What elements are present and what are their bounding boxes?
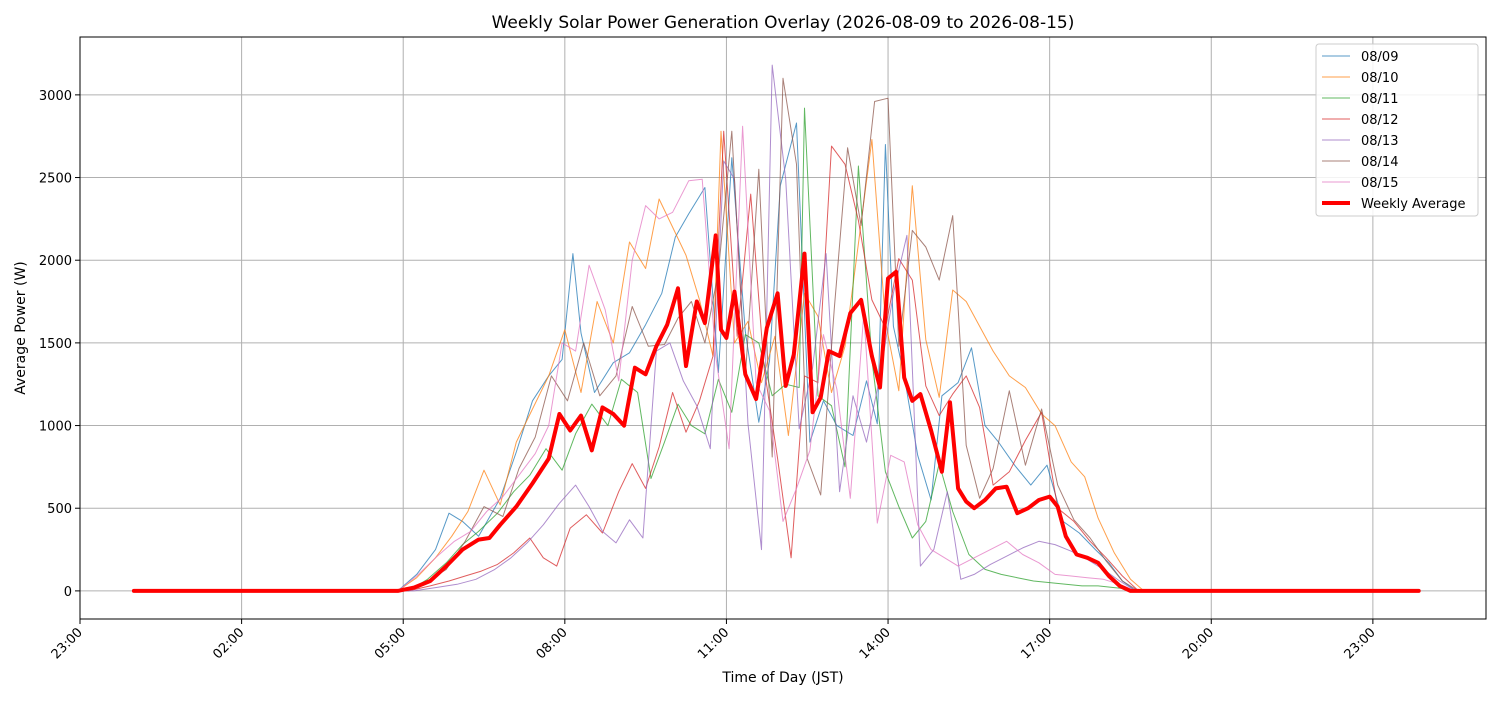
y-tick-label: 2500 — [39, 172, 72, 187]
x-tick-label: 05:00 — [372, 625, 409, 662]
y-tick-label: 1500 — [39, 337, 72, 352]
x-axis-title: Time of Day (JST) — [721, 670, 843, 686]
x-tick-label: 08:00 — [534, 625, 571, 662]
legend-label: 08/14 — [1361, 155, 1398, 170]
legend: 08/09 08/10 08/11 08/12 08/13 08/14 08/15 Weekl… — [1315, 43, 1479, 217]
chart-title: Weekly Solar Power Generation Overlay (2… — [492, 13, 1075, 33]
y-tick-label: 500 — [47, 502, 72, 517]
legend-label: 08/15 — [1361, 176, 1398, 191]
x-axis-ticks: 23:00 02:00 05:00 08:00 11:00 14:00 17:00 20:00… — [49, 619, 1379, 662]
legend-label: 08/13 — [1361, 134, 1398, 149]
legend-label: 08/10 — [1361, 71, 1398, 86]
legend-label: 08/11 — [1361, 92, 1398, 107]
series-lines — [131, 64, 1421, 593]
series-line-1 — [133, 130, 1420, 592]
x-tick-label: 23:00 — [49, 625, 86, 662]
plot-area-frame — [79, 36, 1487, 620]
series-line-4 — [133, 64, 1420, 592]
y-tick-label: 3000 — [39, 89, 72, 104]
series-line-5 — [133, 77, 1420, 592]
y-tick-label: 1000 — [39, 420, 72, 435]
legend-label: 08/12 — [1361, 113, 1398, 128]
legend-label: Weekly Average — [1361, 197, 1465, 212]
legend-box — [1315, 43, 1479, 217]
series-line-3 — [133, 130, 1420, 592]
legend-label: 08/09 — [1361, 50, 1398, 65]
x-tick-label: 11:00 — [695, 625, 732, 662]
x-tick-label: 17:00 — [1018, 625, 1055, 662]
y-tick-label: 2000 — [39, 254, 72, 269]
x-tick-label: 02:00 — [210, 625, 247, 662]
gridlines — [79, 37, 1486, 619]
series-line-7 — [131, 233, 1421, 593]
y-axis-ticks: 0 500 1000 1500 2000 2500 3000 — [39, 89, 80, 600]
y-axis-title: Average Power (W) — [13, 261, 29, 395]
x-tick-label: 20:00 — [1180, 625, 1217, 662]
x-tick-label: 14:00 — [857, 625, 894, 662]
x-tick-label: 23:00 — [1342, 625, 1379, 662]
y-tick-label: 0 — [64, 585, 72, 600]
series-line-6 — [133, 125, 1420, 592]
series-line-0 — [133, 122, 1420, 592]
